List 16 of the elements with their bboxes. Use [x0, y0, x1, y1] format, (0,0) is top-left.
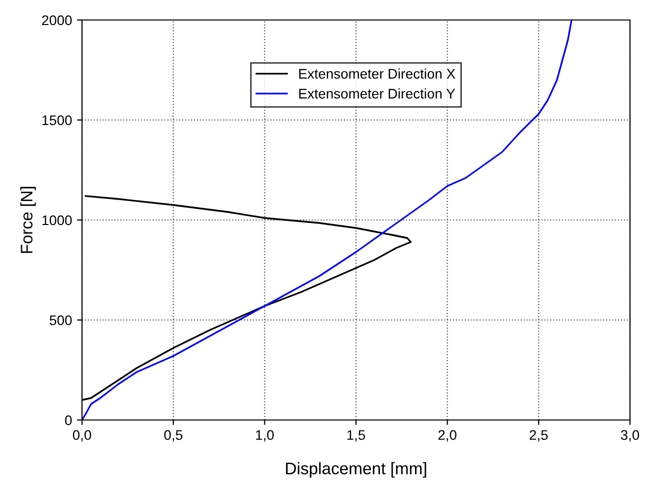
x-tick-label: 0,5: [164, 430, 182, 442]
x-tick-label: 2,0: [438, 430, 456, 442]
x-tick-label: 2,5: [530, 430, 548, 442]
y-tick-label: 0: [65, 415, 72, 426]
y-tick-label: 500: [50, 315, 72, 326]
x-axis-title: Displacement [mm]: [286, 462, 426, 478]
x-tick-label: 1,0: [256, 430, 274, 442]
y-axis-title: Force [N]: [20, 186, 36, 253]
x-tick-label: 3,0: [620, 430, 640, 442]
x-tick-label: 1,5: [347, 430, 366, 442]
y-tick-label: 1000: [42, 215, 72, 226]
y-tick-label: 2000: [42, 15, 72, 26]
legend-label: Extensometer Direction X: [299, 68, 456, 79]
x-tick-label: 0,0: [72, 430, 92, 442]
y-tick-label: 1500: [42, 115, 72, 126]
legend-label: Extensometer Direction Y: [299, 88, 456, 99]
